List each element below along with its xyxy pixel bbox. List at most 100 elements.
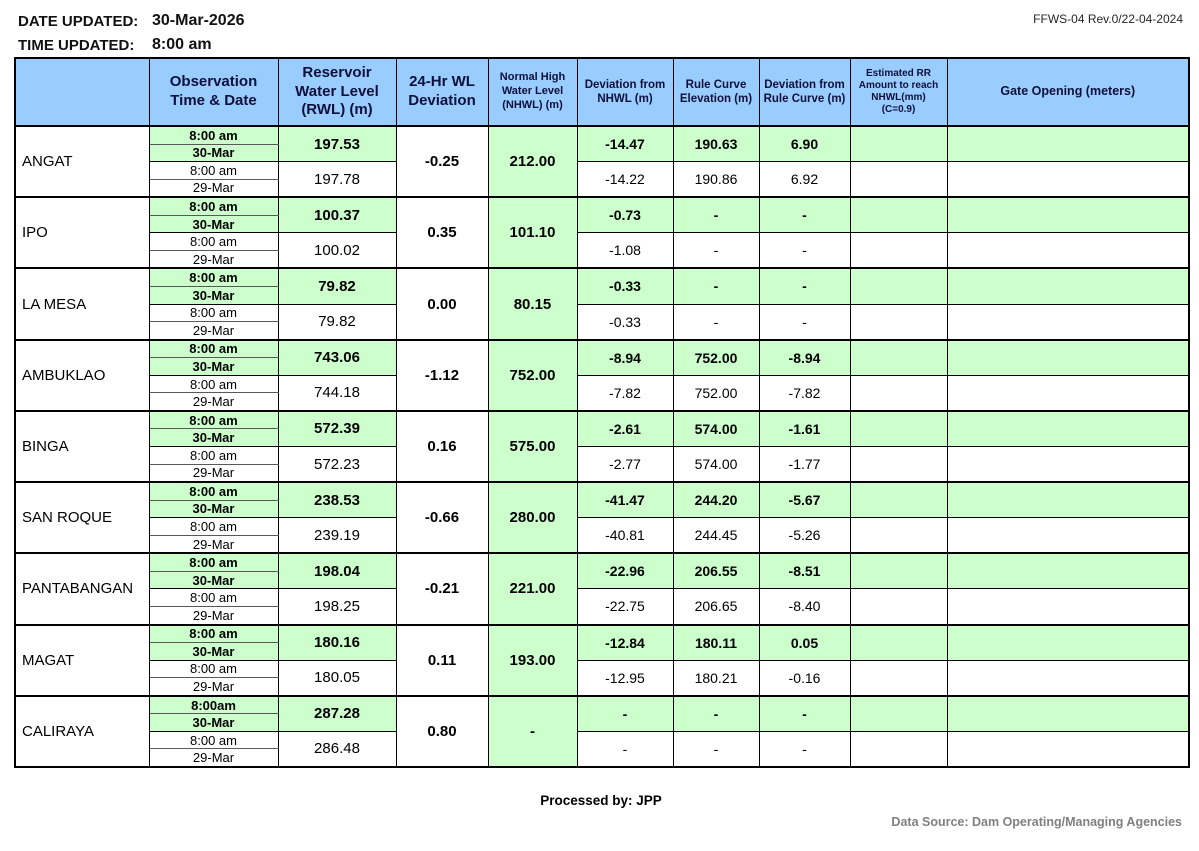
rwl-current-cell: 180.16	[277, 623, 397, 661]
gate-opening-current-cell	[946, 196, 1190, 234]
dam-block-row-3: 8:00 am 198.25 -22.75 206.65 -8.40	[15, 588, 1190, 626]
estimated-rr-previous-cell	[849, 588, 948, 626]
col-header-dam	[14, 57, 150, 127]
gate-opening-current-cell	[946, 694, 1190, 732]
deviation-rule-curve-previous-cell: -1.77	[758, 445, 851, 483]
dam-block-row-3: 8:00 am 239.19 -40.81 244.45 -5.26	[15, 517, 1190, 554]
nhwl-cell: 101.10	[487, 196, 578, 269]
dam-name-cell: SAN ROQUE	[14, 481, 150, 554]
dam-block-row-1: MAGAT 8:00 am 180.16 0.11 193.00 -12.84 …	[14, 623, 1190, 697]
obs-time-previous-cell: 8:00 am	[148, 659, 279, 679]
obs-date-current-cell: 30-Mar	[148, 357, 279, 376]
col-header-estimated-rr: Estimated RR Amount to reach NHWL(mm) (C…	[849, 57, 948, 127]
rule-curve-previous-cell: -	[672, 303, 760, 341]
deviation-nhwl-current-cell: -	[576, 694, 674, 732]
rule-curve-current-cell: 180.11	[672, 623, 760, 661]
dam-block-row-2: 30-Mar	[15, 428, 1189, 447]
rwl-current-cell: 198.04	[277, 552, 397, 590]
deviation-rule-curve-current-cell: -5.67	[758, 481, 851, 519]
deviation-nhwl-current-cell: -8.94	[576, 338, 674, 376]
dam-name-cell: BINGA	[14, 409, 150, 483]
dam-block-row-3: 8:00 am 197.78 -14.22 190.86 6.92	[15, 161, 1190, 198]
col-header-deviation-rule-curve: Deviation from Rule Curve (m)	[758, 57, 851, 127]
rule-curve-current-cell: -	[672, 267, 760, 305]
estimated-rr-current-cell	[849, 623, 948, 661]
rule-curve-current-cell: 752.00	[672, 338, 760, 376]
dam-block-row-2: 30-Mar	[15, 357, 1189, 376]
dam-block-row-2: 30-Mar	[15, 713, 1189, 732]
wl-24hr-deviation-cell: 0.80	[395, 694, 489, 768]
wl-24hr-deviation-cell: -1.12	[395, 338, 489, 412]
dam-block-row-2: 30-Mar	[15, 143, 1189, 163]
dam-block-row-1: IPO 8:00 am 100.37 0.35 101.10 -0.73 - -	[14, 196, 1190, 269]
nhwl-cell: 80.15	[487, 267, 578, 341]
deviation-nhwl-current-cell: -2.61	[576, 409, 674, 447]
rule-curve-previous-cell: 190.86	[672, 161, 760, 198]
nhwl-cell: 752.00	[487, 338, 578, 412]
dam-name-cell: CALIRAYA	[14, 694, 150, 768]
deviation-rule-curve-previous-cell: -0.16	[758, 659, 851, 697]
dam-name-cell: LA MESA	[14, 267, 150, 341]
estimated-rr-previous-cell	[849, 161, 948, 198]
rwl-current-cell: 238.53	[277, 481, 397, 519]
deviation-nhwl-previous-cell: -22.75	[576, 588, 674, 626]
dam-block-row-4: 29-Mar	[15, 463, 1189, 483]
gate-opening-previous-cell	[946, 445, 1190, 483]
rwl-current-cell: 572.39	[277, 409, 397, 447]
data-source-text: Data Source: Dam Operating/Managing Agen…	[891, 815, 1182, 829]
estimated-rr-previous-cell	[849, 374, 948, 412]
rule-curve-previous-cell: 574.00	[672, 445, 760, 483]
rwl-previous-cell: 572.23	[277, 445, 397, 483]
gate-opening-current-cell	[946, 552, 1190, 590]
rule-curve-current-cell: 574.00	[672, 409, 760, 447]
dam-name-cell: PANTABANGAN	[14, 552, 150, 626]
deviation-nhwl-previous-cell: -14.22	[576, 161, 674, 198]
rwl-current-cell: 197.53	[277, 125, 397, 163]
reservoir-water-level-table: Observation Time & Date Reservoir Water …	[14, 57, 1190, 768]
rule-curve-previous-cell: 244.45	[672, 517, 760, 554]
obs-date-current-cell: 30-Mar	[148, 143, 279, 163]
reservoir-table-container: Observation Time & Date Reservoir Water …	[14, 57, 1190, 768]
col-header-deviation-nhwl: Deviation from NHWL (m)	[576, 57, 674, 127]
deviation-nhwl-previous-cell: -12.95	[576, 659, 674, 697]
gate-opening-current-cell	[946, 481, 1190, 519]
dam-block-row-3: 8:00 am 744.18 -7.82 752.00 -7.82	[15, 374, 1190, 412]
gate-opening-current-cell	[946, 338, 1190, 376]
deviation-rule-curve-current-cell: -1.61	[758, 409, 851, 447]
gate-opening-current-cell	[946, 623, 1190, 661]
obs-time-current-cell: 8:00 am	[148, 481, 279, 501]
dam-block-row-4: 29-Mar	[15, 748, 1189, 768]
estimated-rr-previous-cell	[849, 445, 948, 483]
obs-time-current-cell: 8:00 am	[148, 267, 279, 288]
obs-date-current-cell: 30-Mar	[148, 642, 279, 661]
gate-opening-previous-cell	[946, 730, 1190, 768]
dam-block-row-1: AMBUKLAO 8:00 am 743.06 -1.12 752.00 -8.…	[14, 338, 1190, 412]
wl-24hr-deviation-cell: 0.35	[395, 196, 489, 269]
rule-curve-current-cell: -	[672, 196, 760, 234]
rule-curve-previous-cell: 206.65	[672, 588, 760, 626]
deviation-rule-curve-previous-cell: -	[758, 303, 851, 341]
dam-block-row-1: LA MESA 8:00 am 79.82 0.00 80.15 -0.33 -…	[14, 267, 1190, 341]
obs-time-current-cell: 8:00 am	[148, 623, 279, 644]
deviation-nhwl-previous-cell: -	[576, 730, 674, 768]
obs-date-previous-cell: 29-Mar	[148, 677, 279, 697]
col-header-observation: Observation Time & Date	[148, 57, 279, 127]
rwl-previous-cell: 198.25	[277, 588, 397, 626]
nhwl-cell: 212.00	[487, 124, 578, 198]
dam-name-cell: IPO	[14, 196, 150, 269]
rule-curve-current-cell: 190.63	[672, 125, 760, 163]
dam-block-row-1: ANGAT 8:00 am 197.53 -0.25 212.00 -14.47…	[14, 124, 1190, 198]
deviation-nhwl-previous-cell: -1.08	[576, 232, 674, 269]
col-header-nhwl: Normal High Water Level (NHWL) (m)	[487, 57, 578, 127]
obs-time-current-cell: 8:00 am	[148, 552, 279, 572]
rule-curve-previous-cell: 180.21	[672, 659, 760, 697]
rule-curve-previous-cell: 752.00	[672, 374, 760, 412]
obs-time-previous-cell: 8:00 am	[148, 445, 279, 465]
obs-date-current-cell: 30-Mar	[148, 713, 279, 732]
estimated-rr-current-cell	[849, 338, 948, 376]
table-header-row: Observation Time & Date Reservoir Water …	[14, 57, 1190, 127]
deviation-nhwl-current-cell: -14.47	[576, 125, 674, 163]
wl-24hr-deviation-cell: -0.25	[395, 124, 489, 198]
estimated-rr-previous-cell	[849, 303, 948, 341]
estimated-rr-current-cell	[849, 409, 948, 447]
